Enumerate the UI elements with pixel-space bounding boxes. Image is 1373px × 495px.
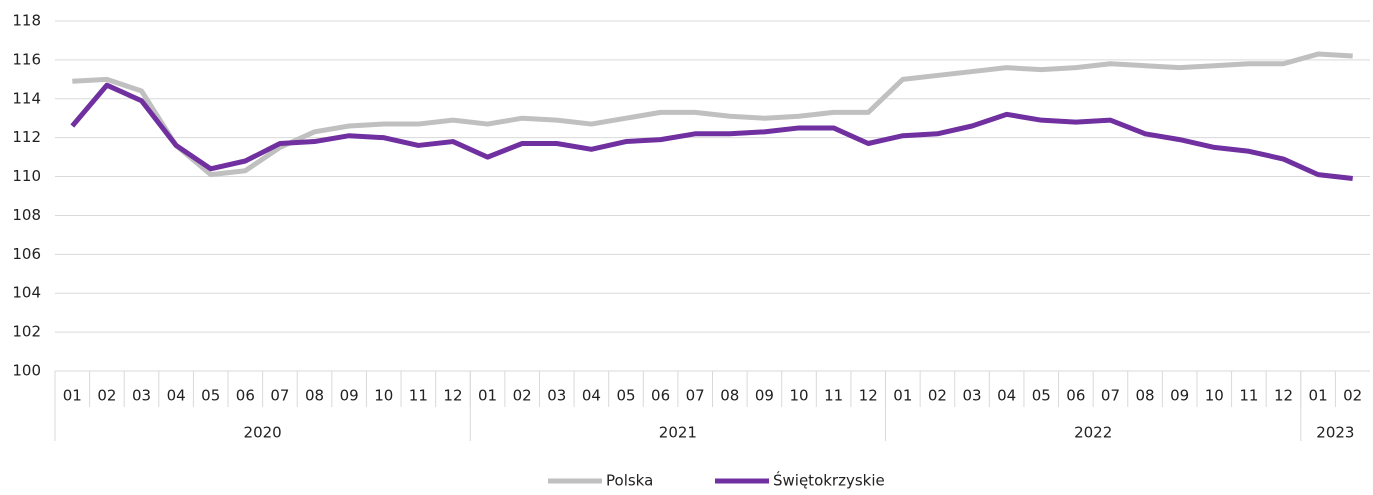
- y-tick-label: 110: [12, 167, 41, 185]
- x-group-label: 2023: [1316, 424, 1354, 442]
- y-tick-label: 102: [12, 323, 41, 341]
- x-tick-label: 10: [789, 387, 808, 405]
- x-tick-label: 05: [616, 387, 635, 405]
- x-tick-label: 12: [859, 387, 878, 405]
- y-tick-label: 104: [12, 284, 41, 302]
- x-tick-label: 02: [928, 387, 947, 405]
- x-tick-label: 09: [1170, 387, 1189, 405]
- x-tick-label: 12: [1274, 387, 1293, 405]
- x-tick-label: 02: [513, 387, 532, 405]
- x-tick-label: 08: [305, 387, 324, 405]
- x-group-label: 2020: [244, 424, 282, 442]
- x-tick-label: 07: [270, 387, 289, 405]
- y-tick-label: 100: [12, 362, 41, 380]
- x-tick-label: 04: [997, 387, 1016, 405]
- legend-label: Polska: [606, 472, 653, 490]
- x-tick-label: 01: [1309, 387, 1328, 405]
- x-tick-label: 03: [132, 387, 151, 405]
- y-tick-label: 106: [12, 245, 41, 263]
- x-tick-label: 06: [1066, 387, 1085, 405]
- x-tick-label: 05: [201, 387, 220, 405]
- x-tick-label: 06: [651, 387, 670, 405]
- x-tick-label: 01: [893, 387, 912, 405]
- x-tick-label: 10: [374, 387, 393, 405]
- x-group-label: 2022: [1074, 424, 1112, 442]
- x-tick-label: 04: [167, 387, 186, 405]
- x-tick-label: 09: [755, 387, 774, 405]
- x-tick-label: 05: [1032, 387, 1051, 405]
- line-series: [70, 82, 1353, 181]
- y-tick-label: 118: [12, 12, 41, 30]
- x-tick-label: 10: [1205, 387, 1224, 405]
- y-tick-label: 114: [12, 89, 41, 107]
- legend-label: Świętokrzyskie: [773, 471, 885, 490]
- x-tick-label: 08: [720, 387, 739, 405]
- x-tick-label: 12: [443, 387, 462, 405]
- x-tick-label: 07: [1101, 387, 1120, 405]
- line-series: [72, 51, 1353, 178]
- x-tick-label: 01: [63, 387, 82, 405]
- y-tick-label: 112: [12, 128, 41, 146]
- y-tick-label: 108: [12, 206, 41, 224]
- x-tick-label: 08: [1136, 387, 1155, 405]
- x-tick-label: 09: [340, 387, 359, 405]
- x-tick-label: 03: [962, 387, 981, 405]
- x-tick-label: 04: [582, 387, 601, 405]
- x-tick-label: 11: [824, 387, 843, 405]
- y-tick-label: 116: [12, 50, 41, 68]
- x-tick-label: 11: [1239, 387, 1258, 405]
- x-tick-label: 07: [686, 387, 705, 405]
- x-group-label: 2021: [659, 424, 697, 442]
- x-tick-label: 01: [478, 387, 497, 405]
- x-tick-label: 11: [409, 387, 428, 405]
- x-tick-label: 06: [236, 387, 255, 405]
- x-tick-label: 02: [97, 387, 116, 405]
- x-tick-label: 03: [547, 387, 566, 405]
- x-tick-label: 02: [1343, 387, 1362, 405]
